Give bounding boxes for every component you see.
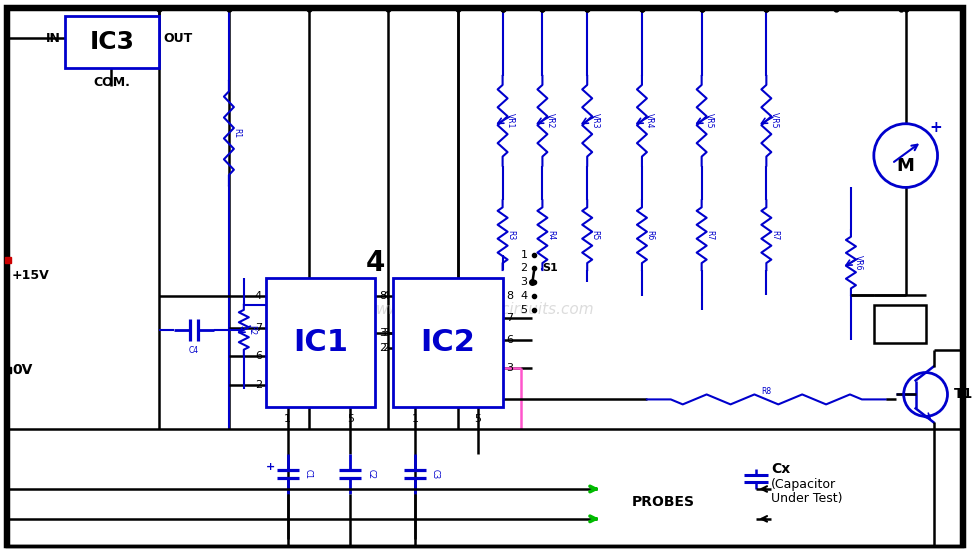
Text: C3: C3 bbox=[431, 469, 440, 479]
Text: 5: 5 bbox=[347, 415, 354, 424]
Text: IC1: IC1 bbox=[293, 328, 348, 357]
Text: 4: 4 bbox=[254, 291, 262, 301]
Text: Cx: Cx bbox=[771, 462, 791, 476]
Text: C4: C4 bbox=[189, 346, 199, 355]
Text: 2: 2 bbox=[382, 343, 390, 353]
Text: 3: 3 bbox=[506, 363, 513, 373]
Text: COM.: COM. bbox=[94, 76, 130, 89]
Text: VR2: VR2 bbox=[545, 113, 555, 129]
Text: R7: R7 bbox=[705, 230, 714, 240]
Text: 5: 5 bbox=[520, 305, 528, 315]
Text: C2: C2 bbox=[366, 469, 375, 479]
Text: IN: IN bbox=[46, 31, 60, 45]
Text: R6: R6 bbox=[646, 230, 655, 240]
Text: VR5: VR5 bbox=[705, 113, 714, 129]
Text: 2: 2 bbox=[254, 380, 262, 390]
Text: www.electronicecircuits.com: www.electronicecircuits.com bbox=[375, 302, 594, 317]
Text: 5: 5 bbox=[474, 415, 481, 424]
Text: 4: 4 bbox=[365, 249, 385, 277]
Text: IC2: IC2 bbox=[421, 328, 475, 357]
Text: R2: R2 bbox=[247, 325, 256, 335]
Text: VR4: VR4 bbox=[646, 113, 655, 129]
Text: 3: 3 bbox=[379, 328, 387, 338]
Text: T1: T1 bbox=[954, 388, 973, 401]
Text: 1: 1 bbox=[284, 415, 291, 424]
Text: IC3: IC3 bbox=[90, 30, 134, 54]
Text: M: M bbox=[897, 157, 915, 174]
Text: 7: 7 bbox=[254, 323, 262, 333]
Text: R8: R8 bbox=[762, 387, 771, 396]
Text: 6: 6 bbox=[506, 335, 513, 344]
Bar bbox=[874, 305, 925, 343]
Text: PROBES: PROBES bbox=[632, 495, 695, 509]
Text: R5: R5 bbox=[590, 230, 600, 240]
Text: Under Test): Under Test) bbox=[771, 492, 843, 506]
Text: 2: 2 bbox=[379, 343, 387, 353]
Text: 1: 1 bbox=[520, 250, 528, 260]
Text: R7: R7 bbox=[769, 230, 779, 240]
Text: 6: 6 bbox=[255, 351, 262, 360]
Text: 1: 1 bbox=[412, 415, 419, 424]
Text: R3: R3 bbox=[506, 230, 515, 240]
Text: 8: 8 bbox=[379, 291, 387, 301]
Bar bbox=[266, 278, 375, 407]
Text: +: + bbox=[929, 120, 942, 135]
Text: 3: 3 bbox=[520, 277, 528, 287]
Text: VR1: VR1 bbox=[506, 113, 515, 129]
Text: VR5: VR5 bbox=[769, 112, 779, 130]
Text: 4: 4 bbox=[520, 291, 528, 301]
Text: 7: 7 bbox=[506, 313, 513, 323]
Text: +15V: +15V bbox=[12, 268, 50, 282]
Text: 8: 8 bbox=[506, 291, 513, 301]
Text: 4: 4 bbox=[382, 291, 390, 301]
Text: VR3: VR3 bbox=[590, 113, 600, 129]
Text: (Capacitor: (Capacitor bbox=[771, 477, 837, 491]
Text: C1: C1 bbox=[304, 469, 313, 479]
Text: R4: R4 bbox=[545, 230, 555, 240]
Text: 2: 2 bbox=[520, 263, 528, 273]
Bar bbox=[64, 16, 159, 68]
Text: +: + bbox=[266, 462, 276, 472]
Bar bbox=[393, 278, 503, 407]
Text: S1: S1 bbox=[543, 263, 558, 273]
Text: 3: 3 bbox=[382, 328, 390, 338]
Text: OUT: OUT bbox=[164, 31, 193, 45]
Text: VR6: VR6 bbox=[854, 255, 863, 270]
Text: R1: R1 bbox=[233, 128, 242, 138]
Text: 0V: 0V bbox=[12, 363, 32, 376]
